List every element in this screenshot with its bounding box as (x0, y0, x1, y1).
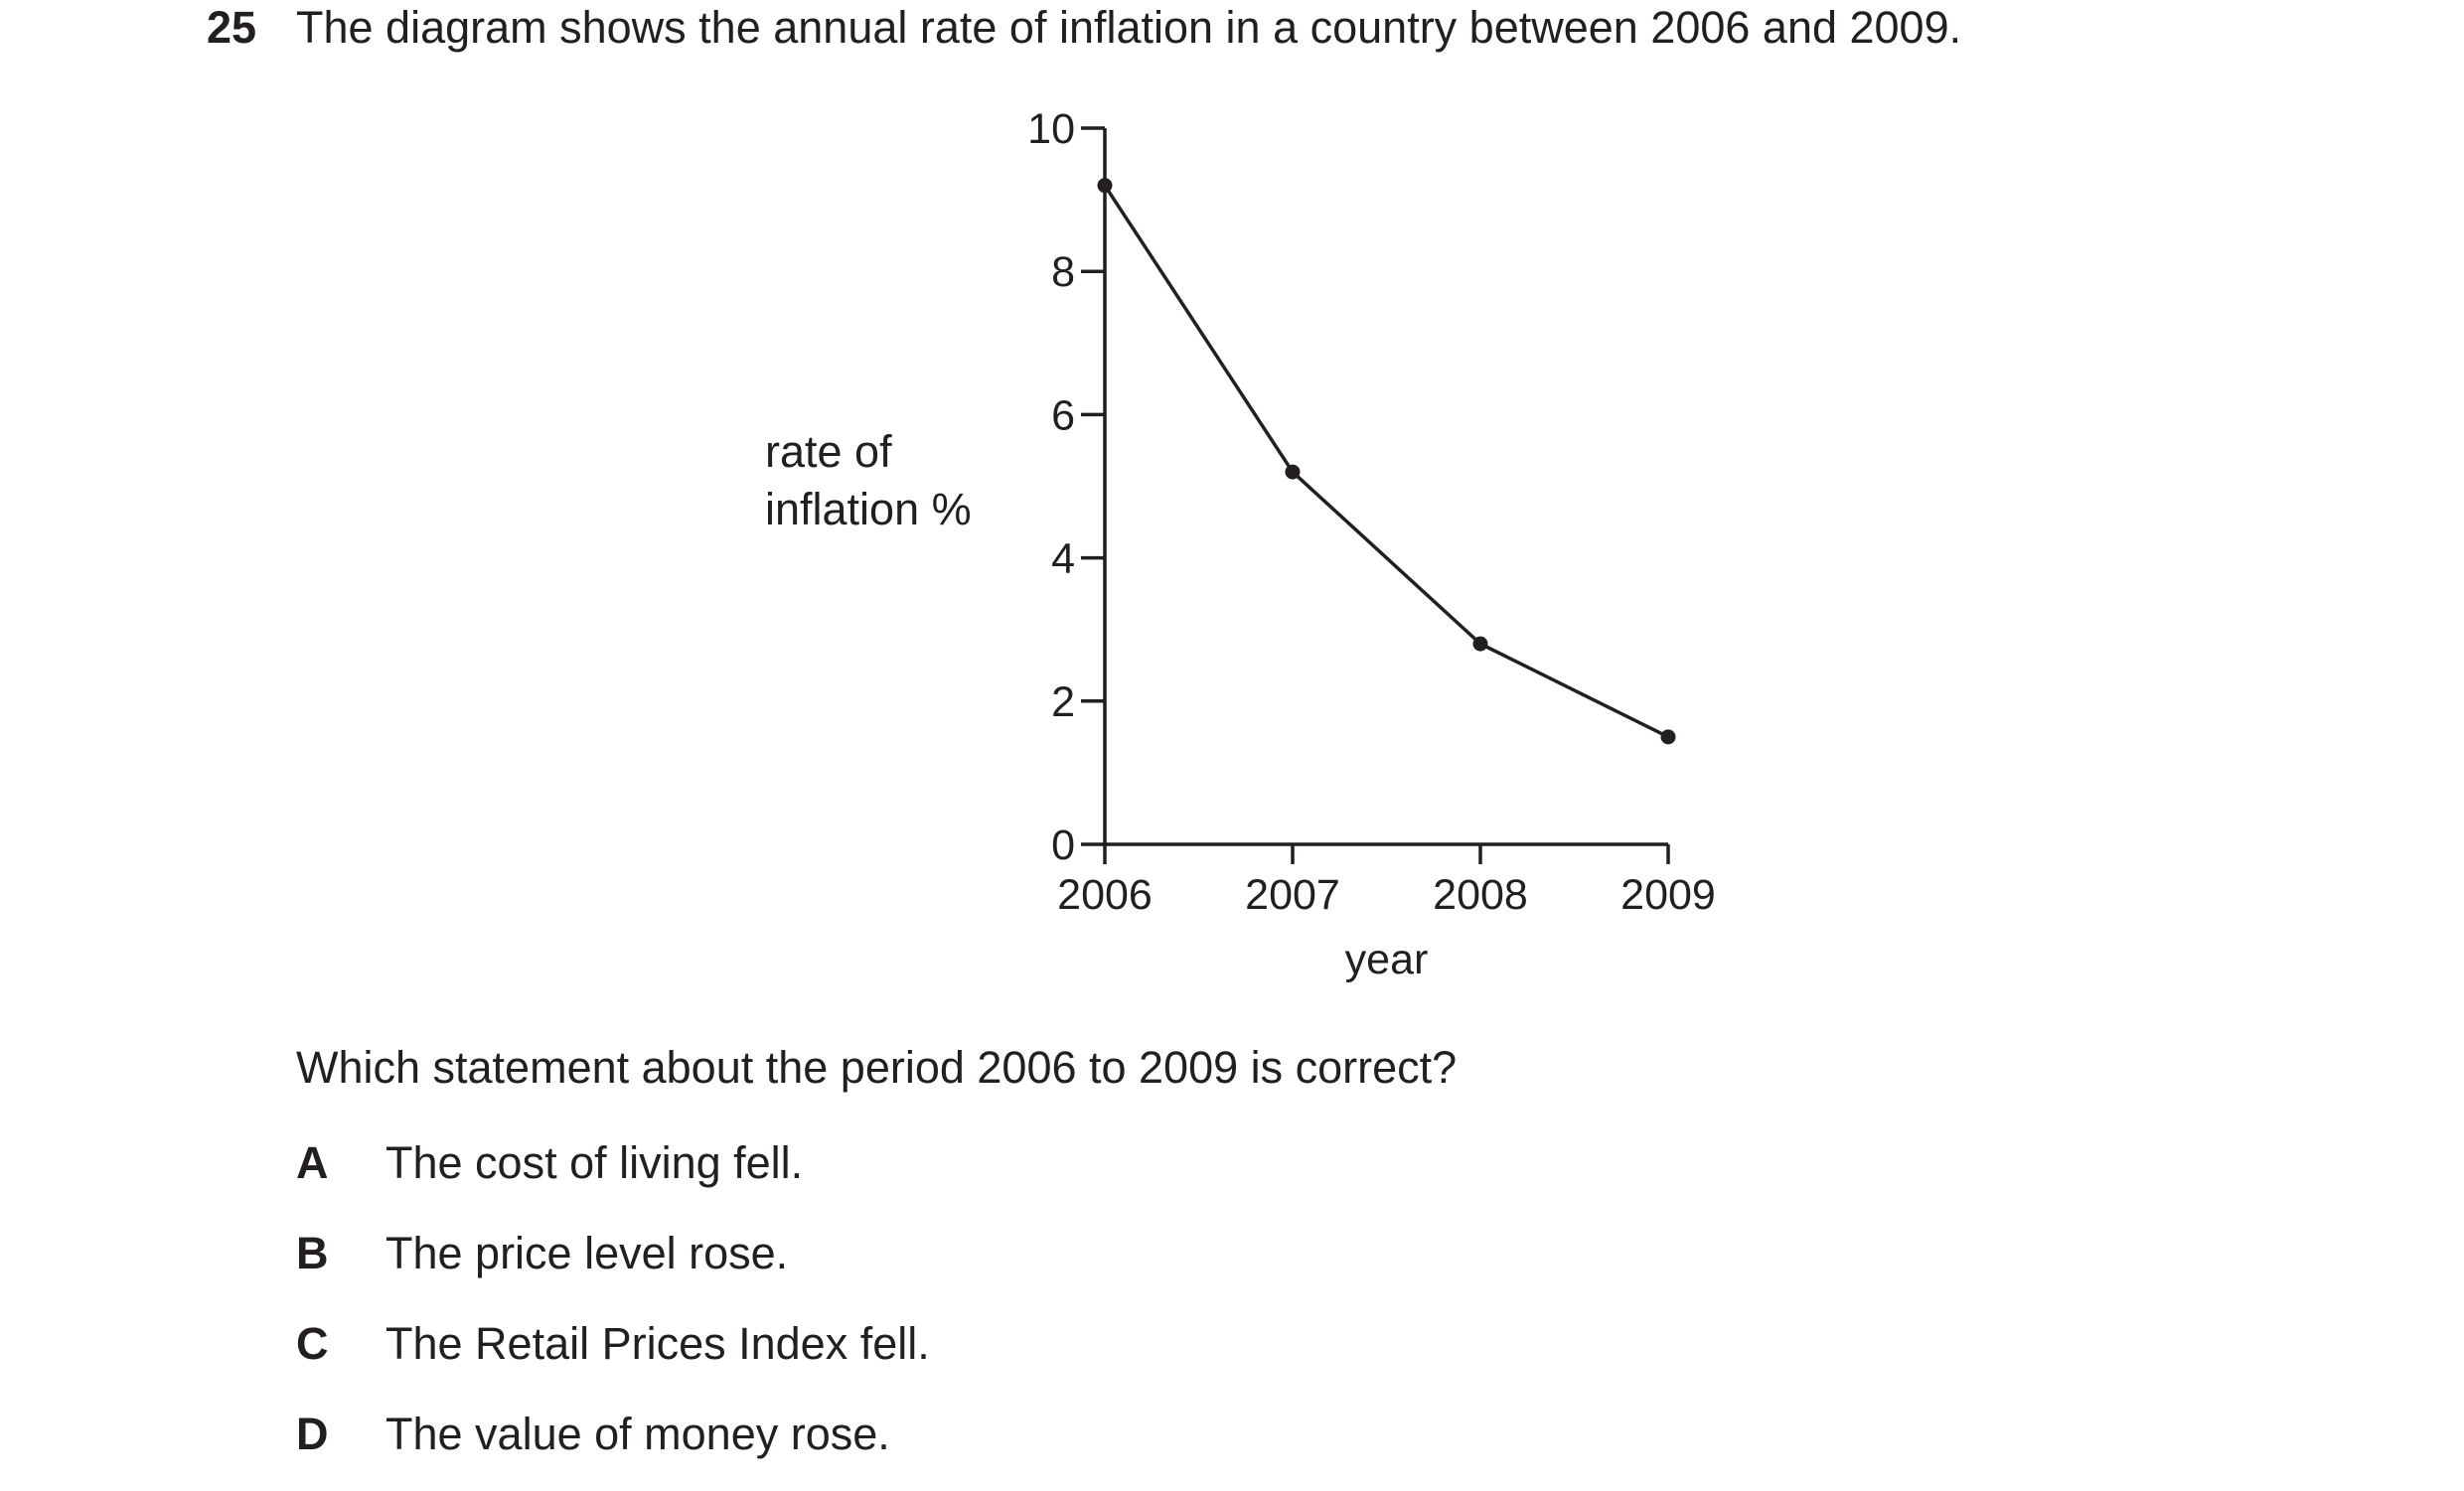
option-c[interactable]: C The Retail Prices Index fell. (296, 1315, 930, 1373)
x-tick-label-2007: 2007 (1245, 871, 1340, 919)
y-tick-label-0: 0 (1051, 821, 1075, 869)
y-axis-label-line-2: inflation % (765, 484, 972, 534)
series-0-line (1103, 184, 1669, 739)
y-axis-label-line-1: rate of (765, 426, 892, 477)
y-tick-label-2: 2 (1051, 678, 1075, 726)
x-axis-label: year (1345, 936, 1429, 983)
option-c-letter: C (296, 1318, 329, 1369)
data-point-2007 (1285, 464, 1301, 480)
data-point-2006 (1097, 178, 1113, 194)
option-b-text: The price level rose. (385, 1228, 789, 1278)
option-d-text: The value of money rose. (385, 1409, 890, 1459)
data-point-2009 (1660, 729, 1676, 745)
x-tick-label-2006: 2006 (1057, 871, 1153, 919)
option-a-letter: A (296, 1137, 329, 1188)
y-tick-label-4: 4 (1051, 535, 1075, 583)
question-number: 25 (207, 2, 257, 53)
option-b[interactable]: B The price level rose. (296, 1225, 788, 1282)
x-tick-label-2008: 2008 (1433, 871, 1528, 919)
question-text: The diagram shows the annual rate of inf… (296, 2, 1962, 53)
y-tick-label-8: 8 (1051, 248, 1075, 296)
option-c-text: The Retail Prices Index fell. (385, 1318, 930, 1369)
x-tick-label-2009: 2009 (1620, 871, 1716, 919)
option-b-letter: B (296, 1228, 329, 1278)
option-a-text: The cost of living fell. (385, 1137, 804, 1188)
option-d[interactable]: D The value of money rose. (296, 1406, 890, 1463)
data-point-2008 (1472, 636, 1488, 652)
y-tick-label-6: 6 (1051, 391, 1075, 439)
option-d-letter: D (296, 1409, 329, 1459)
question-prompt: Which statement about the period 2006 to… (296, 1042, 1458, 1093)
option-a[interactable]: A The cost of living fell. (296, 1134, 803, 1192)
y-axis-label: rate of inflation % (765, 423, 972, 538)
y-tick-label-10: 10 (1027, 105, 1075, 153)
